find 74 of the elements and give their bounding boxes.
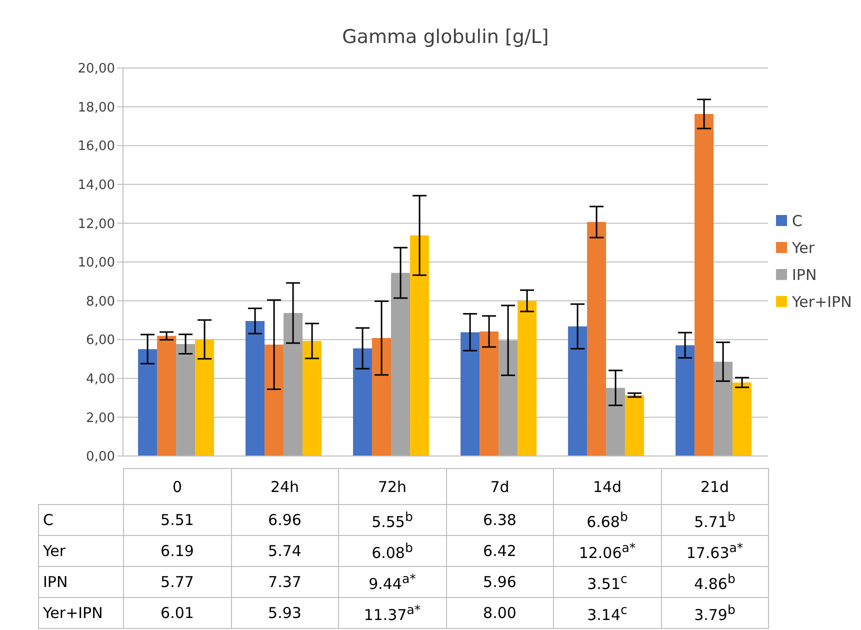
data-label: 6.19: [124, 536, 231, 566]
data-label: 6.96: [231, 504, 338, 536]
bar: [587, 222, 606, 456]
bar: [302, 340, 322, 456]
data-label: 6.08$^{b}$: [338, 536, 446, 566]
data-label: 6.01: [124, 598, 231, 628]
chart-title: Gamma globulin [g/L]: [341, 26, 550, 48]
text: Yer+IPN: [43, 604, 103, 622]
bar: [246, 320, 265, 456]
x-tick-label: 24h: [231, 468, 338, 504]
data-label: 3.51$^{c}$: [554, 566, 661, 598]
y-tick-label: 2,00: [86, 410, 115, 426]
bar: [372, 338, 392, 456]
y-tick-label: 4,00: [86, 372, 115, 388]
data-label: 8.00: [446, 598, 554, 628]
x-tick-label: 21d: [661, 468, 768, 504]
legend-label: Yer: [792, 238, 815, 256]
text: IPN: [43, 573, 68, 591]
text: Yer: [43, 542, 66, 560]
legend-label: IPN: [792, 266, 817, 284]
x-tick-label: 7d: [446, 468, 554, 504]
data-label: 5.77: [124, 566, 231, 598]
y-tick-label: 6,00: [86, 333, 115, 348]
data-label: 6.42: [446, 536, 554, 566]
bar: [714, 362, 733, 456]
x-tick-label: 72h: [338, 468, 446, 504]
bar: [264, 344, 284, 456]
y-tick-label: 20,00: [78, 62, 115, 77]
data-label: 12.06$^{a*}$: [554, 536, 661, 566]
bar: [410, 235, 430, 456]
bar: [353, 348, 372, 456]
data-label: 3.14$^{c}$: [554, 598, 661, 628]
bar: [480, 331, 499, 456]
data-label: 5.51: [124, 504, 231, 536]
y-tick-label: 16,00: [78, 139, 115, 154]
bar: [391, 272, 410, 456]
x-tick-label: 14d: [554, 468, 661, 504]
bar: [284, 313, 303, 456]
data-label: 17.63$^{a*}$: [661, 536, 768, 566]
data-label: 11.37$^{a*}$: [338, 598, 446, 628]
data-label: 5.55$^{b}$: [338, 504, 446, 536]
bar: [606, 388, 626, 456]
bar: [694, 114, 714, 456]
legend-label: Yer+IPN: [792, 292, 852, 310]
bar: [568, 326, 588, 456]
data-label: 5.93: [231, 598, 338, 628]
y-tick-label: 14,00: [78, 178, 115, 194]
y-tick-label: 12,00: [78, 216, 115, 232]
bar: [195, 339, 214, 456]
y-tick-label: 8,00: [86, 294, 115, 310]
data-label: 6.38: [446, 504, 554, 536]
bar: [176, 344, 196, 456]
x-tick-label: 0: [124, 468, 231, 504]
bar: [157, 336, 176, 456]
text: C: [43, 511, 54, 529]
bar: [518, 300, 537, 456]
bar: [460, 332, 480, 456]
data-label: 3.79$^{b}$: [661, 598, 768, 628]
data-label: 5.96: [446, 566, 554, 598]
y-tick-label: 10,00: [78, 256, 115, 271]
data-label: 5.71$^{b}$: [661, 504, 768, 536]
data-label: 5.74: [231, 536, 338, 566]
data-label: 4.86$^{b}$: [661, 566, 768, 598]
bar: [138, 349, 158, 456]
data-label: 9.44$^{a*}$: [338, 566, 446, 598]
bar: [676, 345, 695, 456]
bar: [625, 395, 644, 456]
y-tick-label: 18,00: [78, 100, 115, 116]
data-label: 7.37: [231, 566, 338, 598]
bar: [498, 340, 518, 456]
legend-label: C: [792, 212, 802, 230]
bar: [732, 382, 752, 456]
y-tick-label: 0,00: [86, 450, 115, 465]
data-label: 6.68$^{b}$: [554, 504, 661, 536]
